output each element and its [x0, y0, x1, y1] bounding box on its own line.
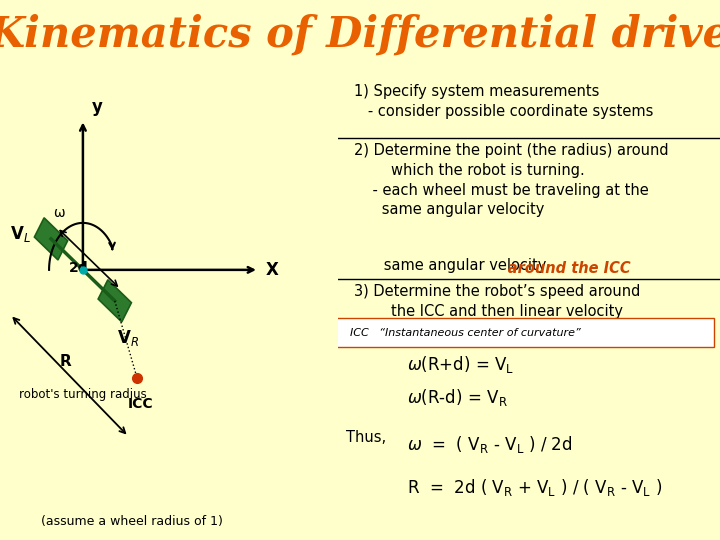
Text: 2) Determine the point (the radius) around
        which the robot is turning.
 : 2) Determine the point (the radius) arou…	[354, 143, 668, 218]
Text: $\omega$(R+d) = V$_\mathrm{L}$: $\omega$(R+d) = V$_\mathrm{L}$	[407, 354, 514, 375]
Text: V$_R$: V$_R$	[117, 328, 140, 348]
Text: 3) Determine the robot’s speed around
        the ICC and then linear velocity: 3) Determine the robot’s speed around th…	[354, 284, 640, 319]
Text: Thus,: Thus,	[346, 430, 386, 444]
Text: (assume a wheel radius of 1): (assume a wheel radius of 1)	[40, 515, 222, 528]
Text: y: y	[91, 98, 102, 117]
Text: $\omega$(R-d) = V$_\mathrm{R}$: $\omega$(R-d) = V$_\mathrm{R}$	[407, 387, 508, 408]
Text: robot's turning radius: robot's turning radius	[19, 388, 147, 401]
Text: 1) Specify system measurements
   - consider possible coordinate systems: 1) Specify system measurements - conside…	[354, 84, 653, 119]
FancyBboxPatch shape	[336, 318, 714, 347]
Text: ω: ω	[53, 206, 65, 220]
Text: ICC: ICC	[127, 397, 153, 411]
Text: R: R	[60, 354, 72, 369]
Text: ICC   “Instantaneous center of curvature”: ICC “Instantaneous center of curvature”	[350, 328, 580, 338]
Text: $\omega$  =  ( V$_\mathrm{R}$ - V$_\mathrm{L}$ ) / 2d: $\omega$ = ( V$_\mathrm{R}$ - V$_\mathrm…	[407, 434, 572, 455]
Polygon shape	[98, 280, 132, 322]
Text: V$_L$: V$_L$	[10, 224, 31, 244]
Polygon shape	[35, 218, 68, 260]
Text: X: X	[266, 261, 279, 279]
Text: same angular velocity: same angular velocity	[356, 258, 551, 273]
Text: Kinematics of Differential drive: Kinematics of Differential drive	[0, 14, 720, 56]
Text: 2d: 2d	[69, 261, 89, 275]
Text: around the ICC: around the ICC	[354, 261, 630, 276]
Text: R  =  2d ( V$_\mathrm{R}$ + V$_\mathrm{L}$ ) / ( V$_\mathrm{R}$ - V$_\mathrm{L}$: R = 2d ( V$_\mathrm{R}$ + V$_\mathrm{L}$…	[407, 477, 662, 497]
